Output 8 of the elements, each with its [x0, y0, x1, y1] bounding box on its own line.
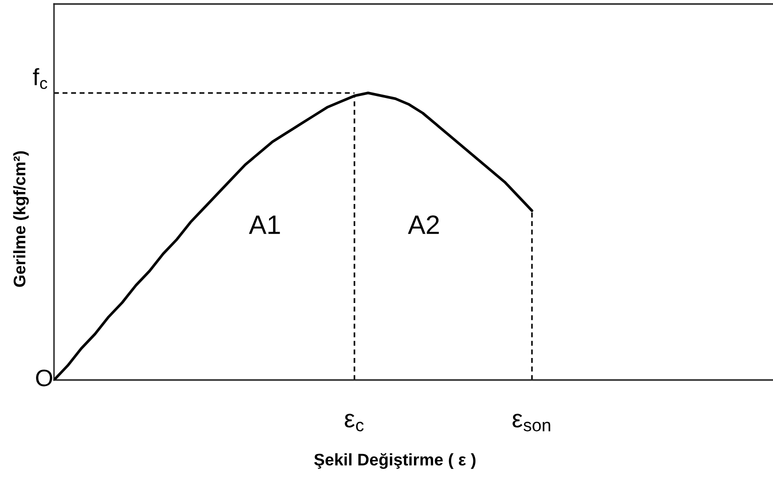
annotation: A2	[408, 215, 439, 234]
y-axis-title: Gerilme (kgf/cm²)	[13, 151, 29, 287]
x-tick-label: ε$_{c}$	[344, 414, 364, 432]
ref-line-label: f$_{c}$	[32, 68, 48, 90]
x-axis-title: Şekil Değiştirme ( ε )	[314, 453, 476, 469]
annotation: A1	[248, 216, 280, 234]
x-tick-label: ε$_{son}$	[512, 414, 550, 432]
text: O	[36, 370, 52, 386]
